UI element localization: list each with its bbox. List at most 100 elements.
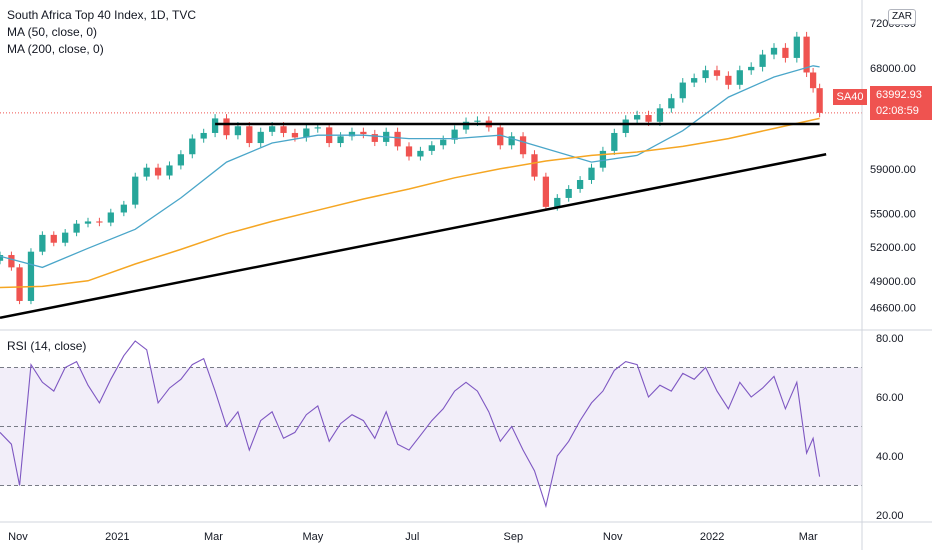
candle-body — [200, 132, 207, 139]
candle-body — [291, 132, 299, 138]
candle-body — [189, 138, 196, 155]
candle-body — [360, 131, 367, 135]
candle-body — [177, 154, 185, 166]
candle-body — [417, 150, 424, 157]
ma200-line — [0, 117, 820, 289]
candle-body — [816, 88, 823, 113]
candle-body — [588, 167, 595, 180]
candle-body — [132, 176, 139, 205]
candle-body — [759, 54, 766, 67]
chart-title: South Africa Top 40 Index, 1D, TVC — [7, 8, 196, 22]
price-tick-label: 55000.00 — [870, 209, 916, 221]
candle-body — [73, 223, 80, 233]
candle-body — [519, 136, 527, 155]
candle-body — [84, 221, 92, 224]
ma50-line — [0, 65, 820, 269]
candle-body — [405, 146, 413, 157]
candle-body — [0, 255, 4, 261]
rsi-tick-label: 80.00 — [876, 333, 904, 345]
candle-body — [770, 47, 778, 55]
candle-body — [143, 167, 150, 177]
candle-body — [622, 119, 629, 133]
candle-body — [702, 70, 709, 79]
candle-body — [782, 47, 789, 58]
candle-body — [793, 36, 800, 58]
candle-body — [462, 121, 470, 130]
rsi-tick-label: 60.00 — [876, 392, 904, 404]
price-pane[interactable] — [0, 31, 932, 331]
time-tick-label: Mar — [799, 531, 818, 543]
last-price-tag: 63992.93 02:08:59 — [870, 86, 932, 120]
candle-body — [725, 75, 732, 85]
candle-body — [27, 251, 35, 301]
candle-body — [428, 145, 435, 151]
time-tick-label: Jul — [405, 531, 419, 543]
candle-body — [451, 129, 458, 140]
candle-body — [599, 150, 607, 168]
price-tick-label: 52000.00 — [870, 242, 916, 254]
candle-body — [736, 70, 743, 85]
countdown-timer: 02:08:59 — [876, 105, 919, 117]
candle-body — [314, 127, 321, 129]
rsi-axis[interactable]: 80.00 60.00 40.00 20.00 — [876, 333, 904, 522]
time-tick-label: 2022 — [700, 531, 724, 543]
candle-body — [154, 167, 162, 176]
candle-body — [39, 234, 46, 252]
rsi-legend: RSI (14, close) — [7, 339, 87, 353]
rsi-line — [0, 340, 821, 509]
candle-body — [809, 72, 817, 89]
candle-body — [748, 66, 755, 71]
candle-body — [656, 108, 664, 122]
time-tick-label: Sep — [504, 531, 524, 543]
candle-body — [280, 126, 287, 133]
time-tick-label: 2021 — [105, 531, 129, 543]
candle-body — [394, 131, 401, 147]
candle-body — [234, 126, 242, 136]
candle-body — [371, 134, 378, 142]
candle-body — [713, 70, 721, 76]
candle-body — [803, 36, 810, 73]
candle-body — [16, 267, 23, 301]
candle-body — [96, 221, 103, 223]
candle-body — [166, 165, 173, 176]
candle-body — [679, 82, 686, 99]
price-axis[interactable]: 72000.0068000.0059000.0055000.0052000.00… — [861, 0, 916, 550]
candle-body — [303, 128, 310, 138]
candle-body — [440, 139, 447, 146]
candle-body — [348, 131, 356, 137]
candle-body — [246, 126, 253, 144]
candle-body — [474, 120, 481, 122]
trendline-support — [0, 153, 827, 319]
candle-body — [508, 136, 515, 146]
rsi-tick-label: 40.00 — [876, 451, 904, 463]
candle-body — [633, 115, 641, 120]
candle-body — [62, 232, 69, 243]
symbol-tag: SA40 — [833, 89, 867, 105]
time-tick-label: Mar — [204, 531, 223, 543]
candle-body — [337, 136, 344, 144]
candle-body — [645, 115, 652, 122]
candle-body — [497, 127, 504, 146]
candle-body — [565, 188, 572, 198]
time-tick-label: Nov — [8, 531, 28, 543]
rsi-tick-label: 20.00 — [876, 510, 904, 522]
candle-body — [223, 118, 230, 136]
price-tick-label: 49000.00 — [870, 276, 916, 288]
candle-body — [691, 78, 698, 83]
time-axis[interactable]: Nov 2021 Mar May Jul Sep Nov 2022 Mar — [0, 521, 932, 543]
candle-body — [542, 176, 550, 207]
candle-body — [531, 154, 538, 177]
ma50-legend: MA (50, close, 0) — [7, 25, 98, 39]
candle-body — [268, 126, 276, 132]
price-tick-label: 68000.00 — [870, 63, 916, 75]
candle-body — [8, 255, 15, 268]
time-tick-label: Nov — [603, 531, 623, 543]
price-tick-label: 59000.00 — [870, 164, 916, 176]
candle-body — [120, 204, 127, 213]
rsi-pane[interactable] — [0, 340, 862, 509]
last-price-value: 63992.93 — [876, 89, 922, 101]
candle-body — [257, 131, 264, 144]
currency-badge[interactable]: ZAR — [888, 9, 916, 25]
candle-body — [107, 212, 114, 223]
